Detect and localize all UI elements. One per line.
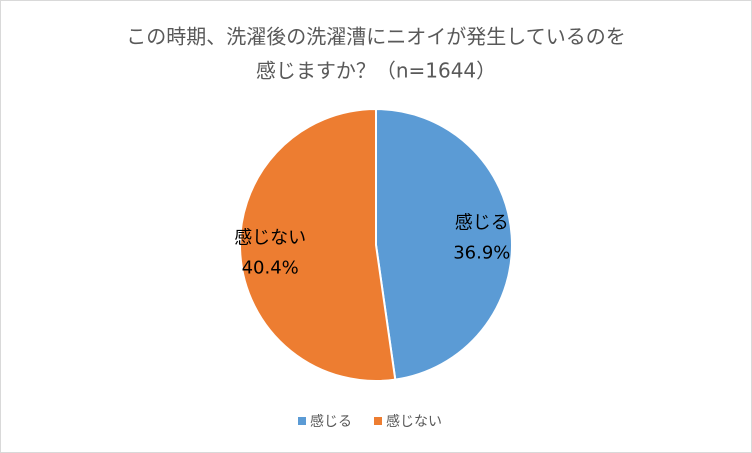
data-label: 40.4% — [242, 258, 299, 279]
chart-title: この時期、洗濯後の洗濯漕にニオイが発生しているのを — [126, 25, 625, 49]
legend-label: 感じる — [310, 413, 352, 430]
data-label-category: 感じる — [455, 212, 509, 233]
pie-slice — [375, 107, 513, 381]
legend-label: 感じない — [386, 413, 442, 430]
legend-swatch — [374, 417, 382, 425]
data-label: 36.9% — [453, 242, 510, 263]
chart-title: 感じますか？（n=1644） — [256, 59, 496, 83]
data-label-category: 感じない — [234, 228, 306, 249]
legend-swatch — [298, 417, 306, 425]
pie-slice — [238, 107, 397, 382]
